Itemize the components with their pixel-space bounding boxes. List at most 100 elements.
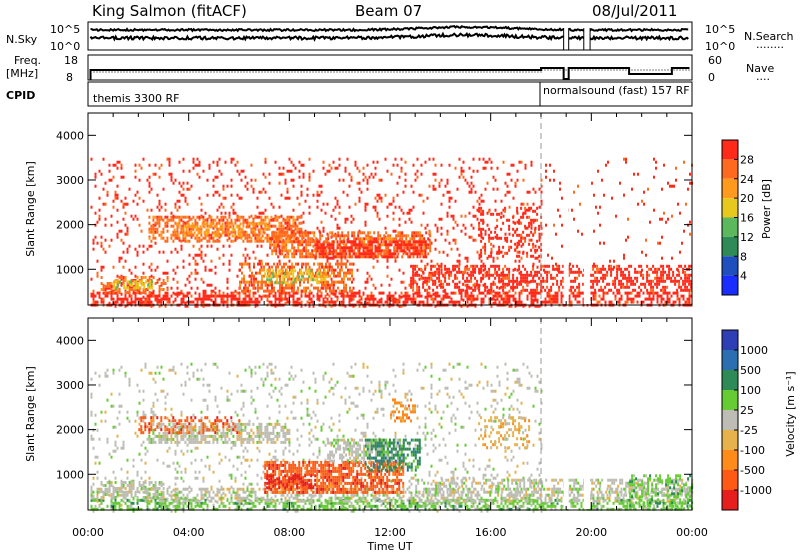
power-cell [484,285,487,289]
power-cell [494,208,497,212]
power-cell [636,300,639,304]
power-cell [118,288,121,291]
power-cell [104,202,107,206]
power-cell [120,300,123,304]
power-cell [362,243,365,247]
power-cell [301,255,304,259]
power-cell [264,190,267,194]
power-cell [267,283,269,287]
power-cell [96,300,99,304]
power-cell [350,214,353,218]
power-cell [248,297,251,301]
power-cell [170,215,173,219]
power-cell [150,291,153,295]
power-cell [204,294,207,298]
power-cell [218,221,221,225]
power-cell [256,215,259,219]
power-cell [440,163,443,167]
power-cell [682,279,685,283]
power-cell [590,285,593,289]
power-cell [259,228,262,232]
power-cell [152,294,155,298]
power-cell [343,289,345,293]
power-cell [532,274,535,278]
power-cell [300,300,303,304]
power-cell [468,211,471,215]
power-cell [237,228,240,232]
power-cell [374,196,377,200]
power-cell [486,291,489,295]
power-cell [578,267,581,271]
power-cell [248,283,251,287]
power-cell [305,268,307,272]
power-cell [626,282,629,286]
power-cell [174,233,177,237]
power-cell [251,228,254,232]
power-cell [548,297,551,301]
power-cell [308,294,311,298]
power-cell [122,217,125,221]
power-cell [456,264,459,268]
power-cell [301,237,304,241]
power-cell [94,223,97,227]
power-cell [538,254,541,258]
power-cell [414,273,417,277]
power-cell [474,214,477,218]
power-cell [472,270,475,274]
power-cell [236,300,239,304]
power-cell [590,279,593,283]
power-cell [178,160,181,164]
power-cell [418,243,421,247]
power-cell [550,273,553,277]
power-cell [162,187,165,191]
power-cell [210,218,213,222]
power-cell [434,291,437,295]
power-cell [194,236,197,240]
power-cell [410,246,413,250]
power-cell [402,280,405,284]
power-cell [506,172,509,176]
power-cell [520,300,523,304]
power-cell [331,240,334,244]
power-cell [572,270,575,274]
power-cell [232,297,235,301]
power-cell [92,294,95,298]
power-cell [170,294,173,298]
power-cell [562,276,565,280]
power-cell [160,282,163,285]
power-cell [124,297,127,301]
power-cell [434,304,437,308]
power-cell [128,291,131,294]
power-cell [282,172,285,176]
power-cell [528,206,531,210]
power-cell [174,205,177,209]
power-cell [278,227,281,231]
power-cell [383,234,386,238]
power-cell [498,276,501,280]
power-cell [344,217,347,221]
power-cell [328,241,331,245]
power-cell [279,277,281,281]
power-cell [256,224,259,228]
power-cell [460,294,463,298]
power-cell [362,252,365,256]
power-cell [194,218,197,222]
power-cell [648,267,651,271]
power-cell [324,211,327,215]
power-cell [253,228,256,232]
power-cell [288,272,291,276]
power-cell [90,205,93,209]
power-cell [142,262,145,266]
power-cell [484,271,487,275]
power-cell [330,250,333,254]
noise-lines [89,23,689,50]
power-cell [353,237,356,241]
power-cell [339,289,341,293]
power-cell [506,267,509,271]
power-cell [688,291,691,295]
power-cell [287,234,290,238]
power-cell [576,294,579,298]
power-cell [412,285,415,289]
power-cell [570,285,573,289]
power-cell [104,223,107,227]
